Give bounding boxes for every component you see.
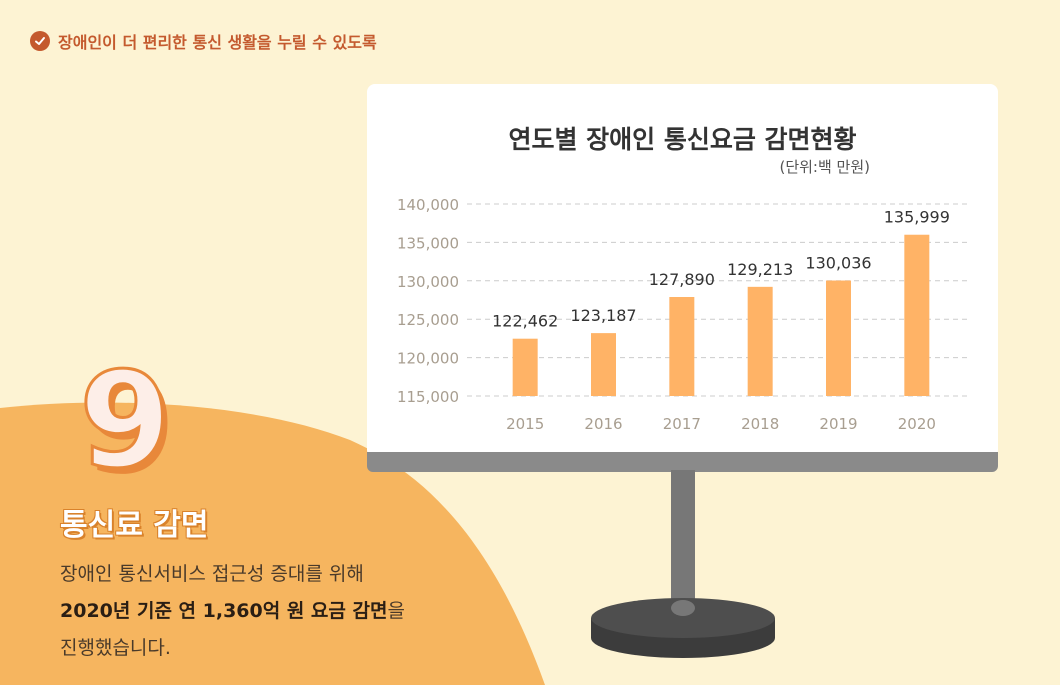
board-stand [591,470,775,658]
bar-2015 [512,338,538,396]
x-tick-label: 2016 [584,415,622,433]
bar-2016 [591,333,616,396]
desc-line-2: 2020년 기준 연 1,360억 원 요금 감면을 [60,593,480,630]
y-tick-label: 115,000 [397,388,459,406]
x-tick-label: 2015 [506,415,544,433]
x-tick-label: 2017 [663,415,701,433]
bar-chart: 115,000 120,000 125,000 130,000 135,000 140,0… [397,196,967,433]
desc-highlight: 2020년 기준 연 1,360억 원 요금 감면 [60,600,388,622]
chart-board-base [367,452,998,472]
section-number-badge: 9 9 [78,360,176,490]
y-tick-label: 120,000 [397,350,459,368]
desc-line-2-rest: 을 [387,600,405,622]
value-label-2016: 123,187 [570,306,636,325]
section-title: 통신료 감면 [60,508,209,543]
value-label-2019: 130,036 [805,254,871,273]
section-number: 9 [79,360,171,490]
x-tick-label: 2018 [741,415,779,433]
tagline-text: 장애인이 더 편리한 통신 생활을 누릴 수 있도록 [58,33,377,52]
value-label-2020: 135,999 [884,208,950,227]
y-tick-label: 125,000 [397,311,459,329]
section-number-shadow: 9 [84,360,176,490]
tagline: 장애인이 더 편리한 통신 생활을 누릴 수 있도록 [30,30,377,52]
check-circle-icon [30,31,50,51]
value-label-2018: 129,213 [727,260,793,279]
chart-title: 연도별 장애인 통신요금 감면현황 [508,125,857,154]
x-tick-label: 2020 [898,415,936,433]
desc-line-3: 진행했습니다. [60,637,171,659]
bar-2020 [904,234,930,396]
desc-line-1: 장애인 통신서비스 접근성 증대를 위해 [60,563,364,585]
bar-2019 [826,280,851,396]
bar-2017 [669,297,695,396]
y-tick-label: 135,000 [397,234,459,252]
section-description: 장애인 통신서비스 접근성 증대를 위해 2020년 기준 연 1,360억 원… [60,556,480,667]
value-label-2017: 127,890 [649,270,715,289]
y-tick-label: 130,000 [397,273,459,291]
bar-2018 [747,286,773,396]
x-tick-label: 2019 [819,415,857,433]
chart-unit: (단위:백 만원) [779,158,870,176]
y-tick-label: 140,000 [397,196,459,214]
value-label-2015: 122,462 [492,312,558,331]
